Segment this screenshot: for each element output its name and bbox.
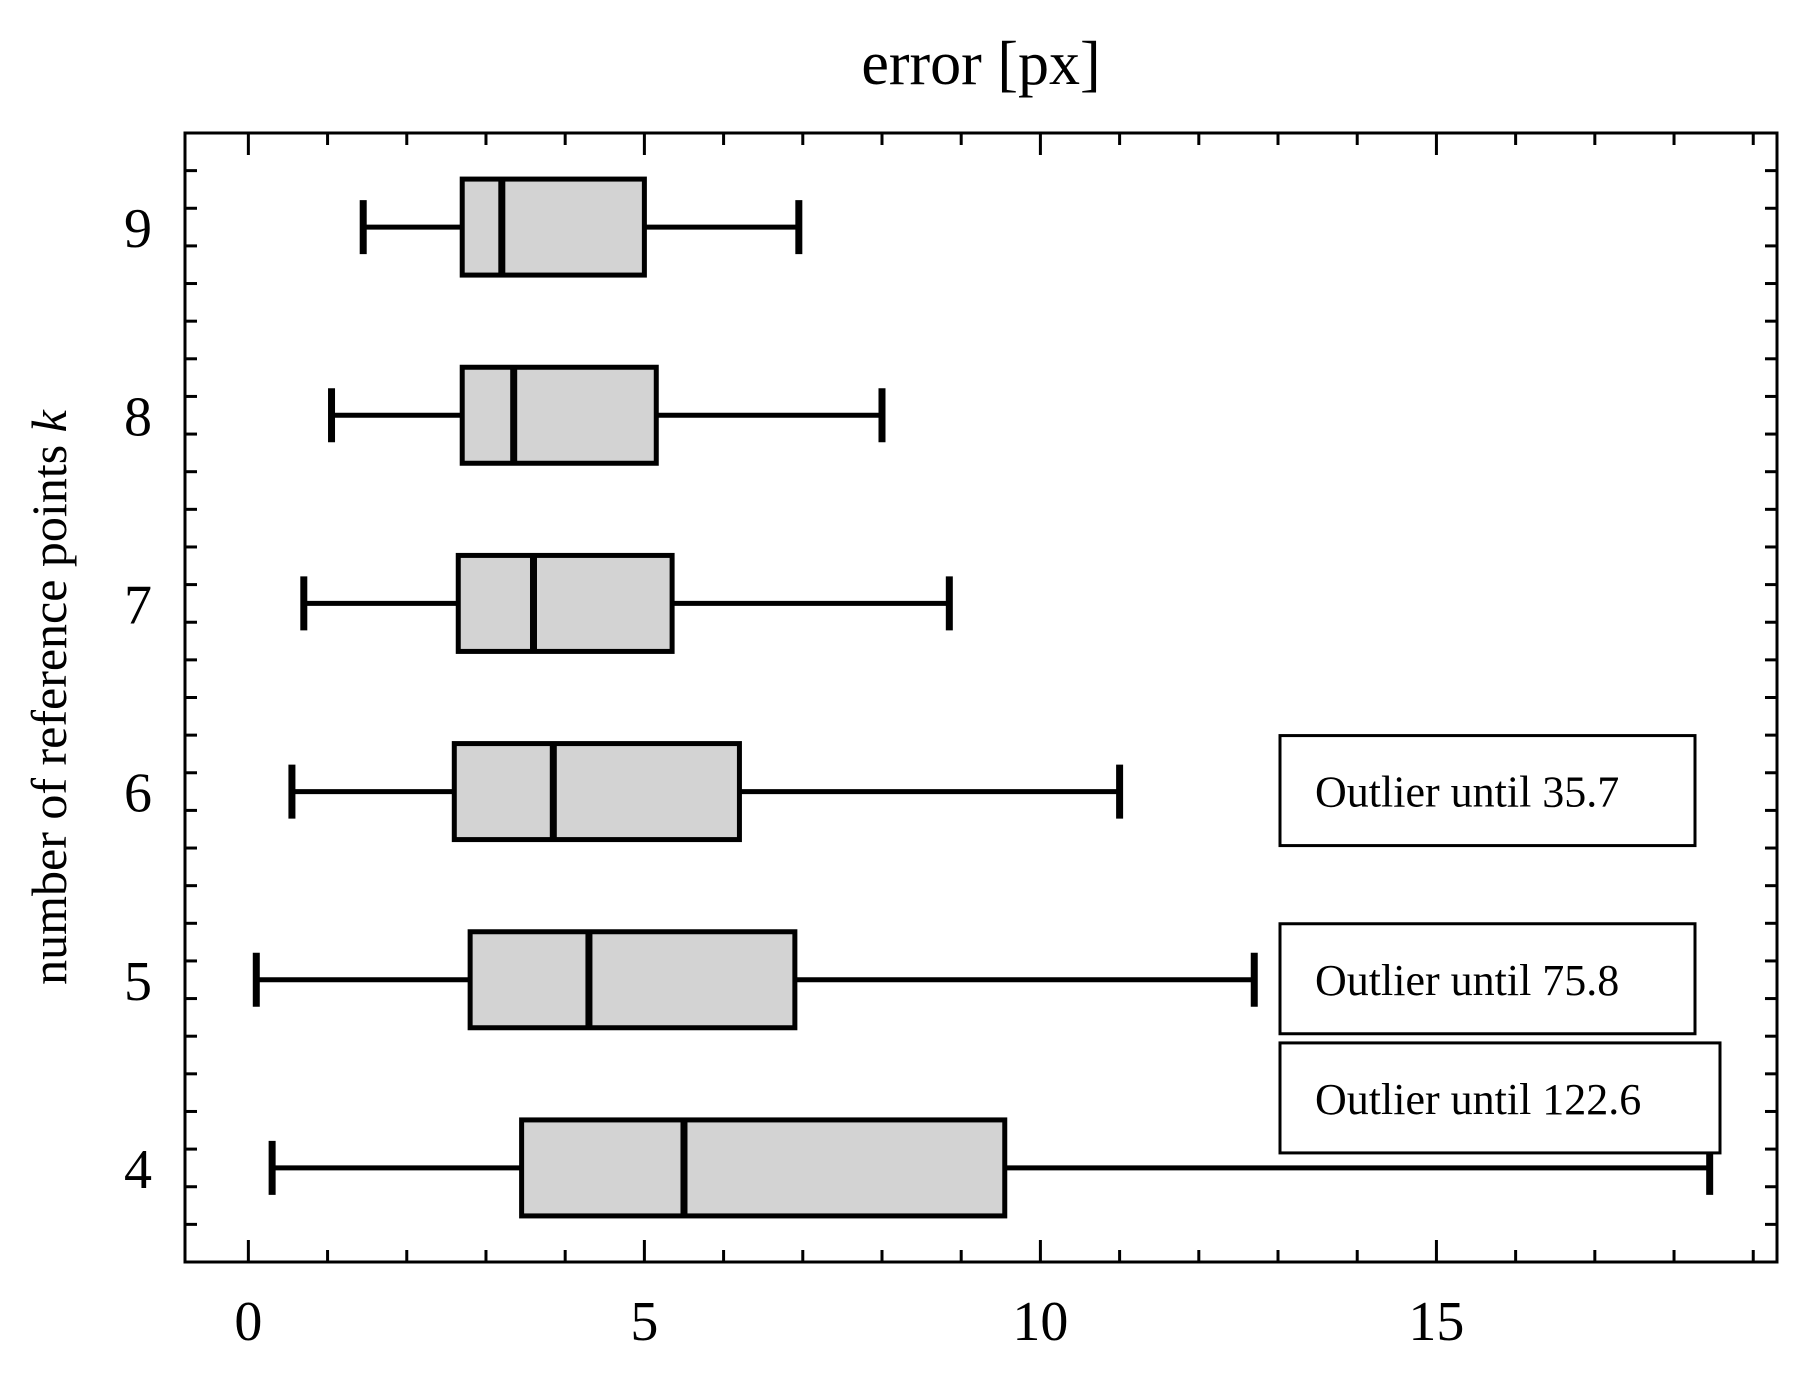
outlier-annotation-box [1278, 734, 1697, 848]
x-tick-label: 15 [1408, 1291, 1464, 1353]
y-tick-label: 9 [124, 198, 152, 260]
y-tick-label: 7 [124, 574, 152, 636]
y-axis-label-group: number of reference points k [21, 409, 77, 985]
outlier-annotation-text: Outlier until 35.7 [1315, 768, 1619, 817]
outlier-annotation-box [1278, 1041, 1722, 1155]
y-tick-label: 4 [124, 1139, 152, 1201]
box-iqr [451, 741, 742, 843]
outlier-annotation-box [1278, 922, 1697, 1036]
box-iqr [519, 1117, 1008, 1219]
outlier-annotation-text: Outlier until 122.6 [1315, 1075, 1641, 1124]
box-iqr [459, 364, 659, 466]
box-iqr [467, 929, 798, 1031]
y-axis-label: number of reference points k [21, 409, 77, 985]
box-iqr [455, 552, 675, 654]
box-iqr [459, 176, 647, 278]
x-tick-label: 0 [234, 1291, 262, 1353]
y-tick-label: 6 [124, 763, 152, 825]
plot-area: 0 5 10 15 4 5 6 7 8 9 Outlier until 35.7 Outlier un… [124, 131, 1779, 1353]
y-tick-label: 8 [124, 386, 152, 448]
outlier-annotation-text: Outlier until 75.8 [1315, 956, 1619, 1005]
x-tick-label: 5 [630, 1291, 658, 1353]
y-tick-label: 5 [124, 951, 152, 1013]
x-tick-label: 10 [1012, 1291, 1068, 1353]
chart-title: error [px] [861, 30, 1100, 98]
